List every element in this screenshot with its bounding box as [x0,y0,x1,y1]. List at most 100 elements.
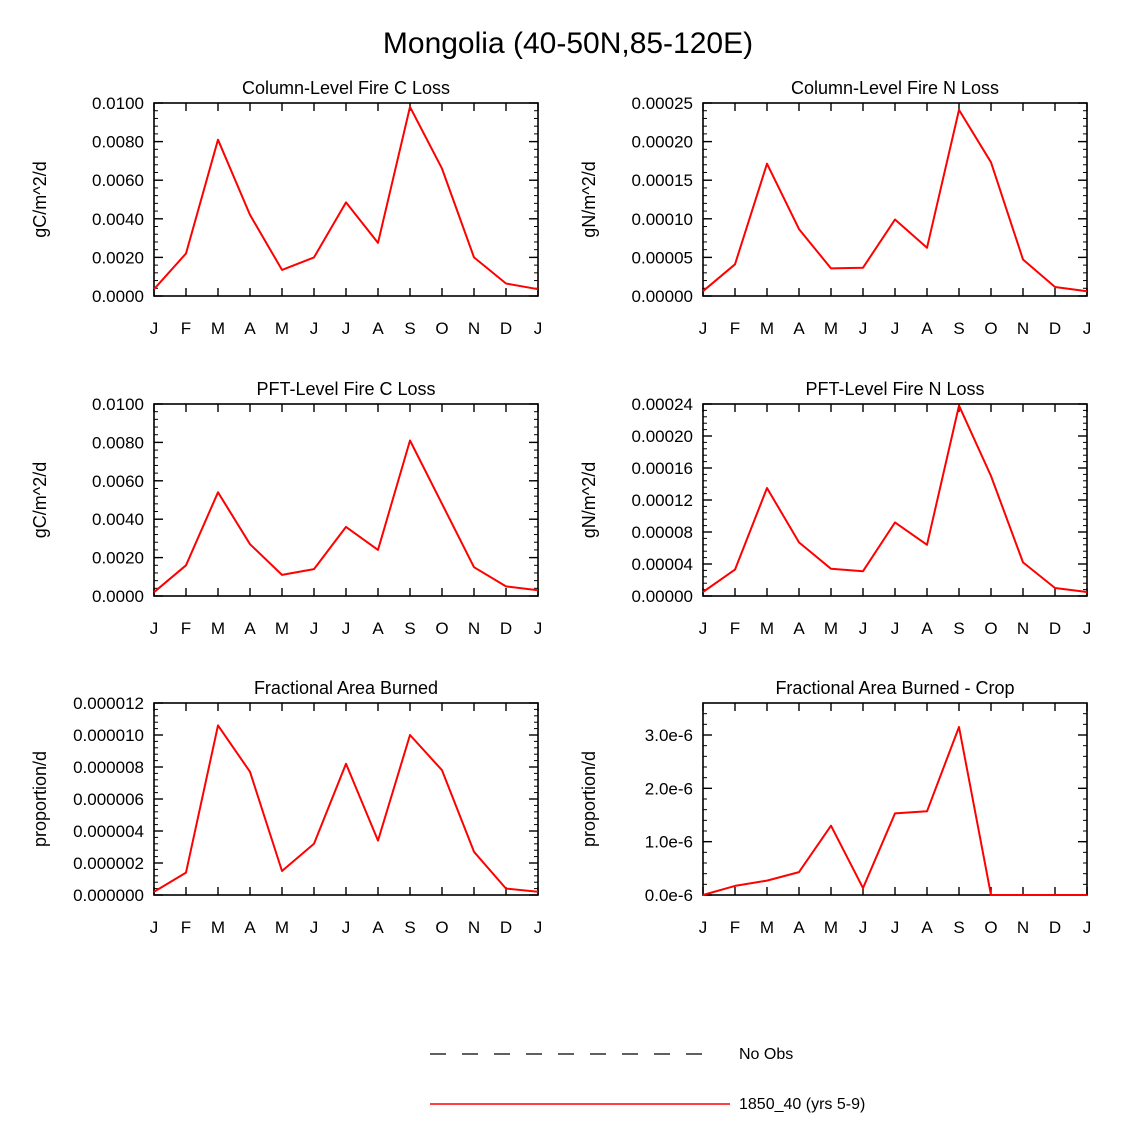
series-line [153,105,539,291]
y-tick-label: 0.00024 [632,395,693,414]
x-tick-label: N [468,918,480,937]
x-tick-label: M [760,619,774,638]
x-tick-label: N [1017,619,1029,638]
plot-frame [153,403,539,597]
x-tick-label: J [534,619,543,638]
y-axis-label: gC/m^2/d [30,462,50,538]
x-tick-label: M [211,918,225,937]
y-tick-label: 0.00000 [632,587,693,606]
plot-frame [702,702,1088,896]
x-tick-label: M [211,619,225,638]
legend: No Obs 1850_40 (yrs 5-9) [430,1046,865,1113]
x-tick-label: D [500,918,512,937]
x-tick-label: J [342,918,351,937]
x-tick-label: J [699,319,708,338]
x-tick-label: F [181,918,191,937]
y-tick-label: 0.0080 [92,133,144,152]
x-tick-label: A [372,619,384,638]
y-axis-label: proportion/d [579,751,599,847]
y-axis-label: proportion/d [30,751,50,847]
legend-model-label: 1850_40 (yrs 5-9) [739,1096,865,1113]
x-tick-label: N [468,619,480,638]
x-tick-label: J [534,918,543,937]
x-tick-label: M [824,619,838,638]
x-tick-label: M [760,918,774,937]
y-tick-label: 0.000012 [73,694,144,713]
series-line [702,108,1088,293]
x-tick-label: J [859,619,868,638]
x-tick-label: O [435,918,448,937]
plot-frame [153,102,539,297]
x-tick-label: J [150,619,159,638]
y-tick-label: 0.00015 [632,171,693,190]
x-tick-label: O [435,319,448,338]
x-tick-label: S [953,918,964,937]
x-tick-label: A [921,619,933,638]
y-tick-label: 0.0020 [92,549,144,568]
x-tick-label: J [534,319,543,338]
x-tick-label: J [1083,918,1092,937]
y-tick-label: 0.00020 [632,133,693,152]
y-tick-label: 0.0040 [92,210,144,229]
x-tick-label: M [275,918,289,937]
panel-title: PFT-Level Fire C Loss [256,379,435,399]
series-line [153,724,539,893]
x-tick-label: F [181,319,191,338]
x-tick-label: J [342,619,351,638]
x-tick-label: J [699,918,708,937]
x-tick-label: M [211,319,225,338]
series-line [153,439,539,593]
panel-title: Fractional Area Burned [254,678,438,698]
y-axis-label: gC/m^2/d [30,161,50,237]
x-tick-label: S [953,619,964,638]
x-tick-label: J [699,619,708,638]
y-tick-label: 0.000004 [73,822,144,841]
y-tick-label: 0.000006 [73,790,144,809]
x-tick-label: J [310,319,319,338]
panel-title: Column-Level Fire N Loss [791,78,999,98]
x-tick-label: F [730,319,740,338]
x-tick-label: A [244,319,256,338]
y-tick-label: 0.0000 [92,587,144,606]
y-tick-label: 2.0e-6 [645,779,693,798]
x-tick-label: O [984,619,997,638]
x-tick-label: S [953,319,964,338]
y-tick-label: 0.00000 [632,287,693,306]
x-tick-label: D [1049,619,1061,638]
x-tick-label: A [793,319,805,338]
y-tick-label: 0.000002 [73,854,144,873]
x-tick-label: D [1049,918,1061,937]
y-tick-label: 0.0020 [92,248,144,267]
x-tick-label: A [244,619,256,638]
x-tick-label: D [500,319,512,338]
x-tick-label: M [275,619,289,638]
x-tick-label: N [468,319,480,338]
legend-no-obs-label: No Obs [739,1046,793,1063]
x-tick-label: S [404,918,415,937]
y-tick-label: 0.0060 [92,472,144,491]
y-tick-label: 3.0e-6 [645,726,693,745]
series-line [702,726,1087,896]
y-tick-label: 0.0040 [92,510,144,529]
y-tick-label: 0.00016 [632,459,693,478]
x-tick-label: A [921,319,933,338]
x-tick-label: D [500,619,512,638]
y-tick-label: 0.0100 [92,94,144,113]
y-tick-label: 0.00005 [632,248,693,267]
x-tick-label: A [921,918,933,937]
y-tick-label: 1.0e-6 [645,833,693,852]
x-tick-label: N [1017,319,1029,338]
x-tick-label: M [824,319,838,338]
x-tick-label: A [793,918,805,937]
figure-title: Mongolia (40-50N,85-120E) [383,27,753,60]
plot-frame [153,702,539,896]
y-tick-label: 0.00008 [632,523,693,542]
chart-panel-6: Fractional Area Burned - Crop proportion/… [579,678,1091,937]
x-tick-label: J [891,918,900,937]
